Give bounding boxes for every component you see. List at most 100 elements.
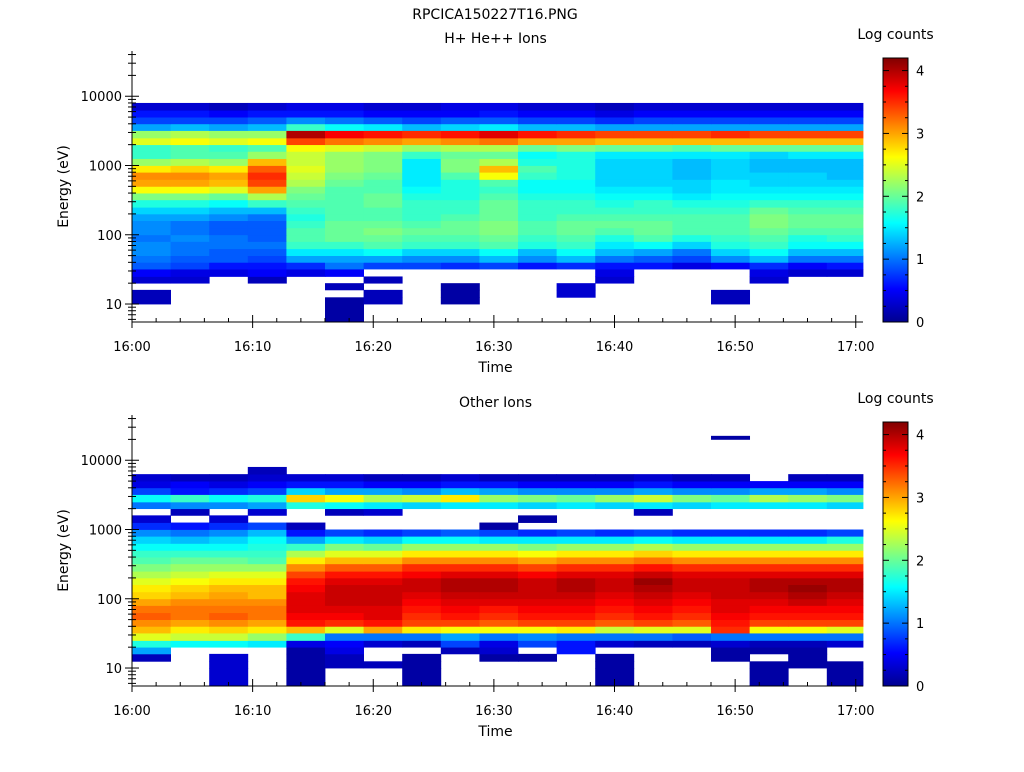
- heatmap-cell: [826, 494, 864, 503]
- heatmap-cell: [286, 633, 326, 641]
- heatmap-cell: [633, 612, 673, 621]
- heatmap-cell: [209, 550, 249, 558]
- heatmap-cell: [325, 487, 364, 495]
- heatmap-cell: [711, 619, 751, 627]
- heatmap-cell: [363, 117, 403, 125]
- heatmap-cell: [749, 269, 789, 277]
- heatmap-cell: [132, 522, 171, 530]
- heatmap-cell: [672, 563, 712, 572]
- heatmap-cell: [672, 213, 712, 222]
- heatmap-cell: [556, 158, 596, 166]
- heatmap-cell: [788, 598, 828, 606]
- heatmap-cell: [209, 619, 249, 627]
- heatmap-cell: [440, 563, 480, 572]
- heatmap-cell: [170, 529, 210, 537]
- heatmap-cell: [402, 165, 442, 173]
- heatmap-cell: [788, 653, 828, 662]
- heatmap-cell: [286, 179, 326, 187]
- heatmap-cell: [209, 640, 249, 648]
- heatmap-cell: [595, 262, 635, 270]
- heatmap-cell: [170, 199, 210, 208]
- heatmap-cell: [826, 591, 864, 600]
- heatmap-cell: [826, 234, 864, 242]
- heatmap-cell: [826, 102, 864, 111]
- heatmap-cell: [711, 102, 751, 111]
- heatmap-cell: [286, 248, 326, 257]
- heatmap-cell: [556, 199, 596, 208]
- heatmap-cell: [479, 543, 519, 551]
- heatmap-cell: [749, 481, 789, 489]
- heatmap-cell: [672, 536, 712, 544]
- heatmap-cell: [402, 584, 442, 593]
- heatmap-cell: [595, 474, 635, 482]
- heatmap-cell: [402, 619, 442, 627]
- heatmap-cell: [479, 255, 519, 263]
- heatmap-cell: [556, 144, 596, 152]
- heatmap-cell: [556, 640, 596, 648]
- heatmap-cell: [132, 276, 171, 284]
- heatmap-cell: [479, 179, 519, 187]
- heatmap-cell: [749, 207, 789, 215]
- heatmap-cell: [788, 550, 828, 558]
- heatmap-cell: [672, 619, 712, 627]
- heatmap-cell: [595, 668, 635, 687]
- heatmap-cell: [132, 227, 171, 236]
- heatmap-cell: [209, 213, 249, 222]
- heatmap-cell: [826, 536, 864, 544]
- heatmap-cell: [672, 543, 712, 551]
- heatmap-cell: [788, 494, 828, 503]
- heatmap-cell: [711, 186, 751, 194]
- heatmap-cell: [556, 501, 596, 510]
- heatmap-cell: [595, 110, 635, 118]
- heatmap-cell: [749, 123, 789, 131]
- heatmap-cell: [479, 137, 519, 146]
- heatmap-cell: [132, 501, 171, 510]
- heatmap-cell: [440, 234, 480, 242]
- heatmap-cell: [286, 207, 326, 215]
- heatmap-cell: [711, 158, 751, 166]
- heatmap-cell: [247, 501, 287, 510]
- heatmap-cell: [132, 598, 171, 606]
- heatmap-cell: [363, 487, 403, 495]
- heatmap-cell: [556, 584, 596, 593]
- heatmap-cell: [325, 172, 364, 180]
- heatmap-cell: [479, 144, 519, 152]
- heatmap-cell: [209, 241, 249, 250]
- heatmap-cell: [556, 289, 596, 298]
- heatmap-cell: [826, 137, 864, 146]
- heatmap-cell: [247, 626, 287, 634]
- heatmap-cell: [402, 144, 442, 152]
- heatmap-cell: [518, 248, 558, 257]
- heatmap-cell: [518, 543, 558, 551]
- heatmap-cell: [595, 481, 635, 489]
- heatmap-cell: [556, 234, 596, 242]
- heatmap-cell: [170, 207, 210, 215]
- heatmap-cell: [788, 543, 828, 551]
- heatmap-cell: [286, 605, 326, 614]
- heatmap-cell: [286, 668, 326, 687]
- heatmap-cell: [247, 102, 287, 111]
- heatmap-cell: [556, 193, 596, 201]
- heatmap-cell: [170, 543, 210, 551]
- heatmap-cell: [440, 179, 480, 187]
- colorbar-tick-label: 0: [916, 680, 924, 695]
- heatmap-cell: [518, 110, 558, 118]
- heatmap-cell: [363, 297, 403, 305]
- heatmap-cell: [711, 262, 751, 270]
- heatmap-cell: [788, 661, 828, 669]
- heatmap-cell: [788, 220, 828, 229]
- heatmap-cell: [711, 626, 751, 634]
- heatmap-cell: [170, 117, 210, 125]
- heatmap-cell: [402, 550, 442, 558]
- heatmap-cell: [479, 248, 519, 257]
- heatmap-cell: [363, 633, 403, 641]
- heatmap-cell: [595, 207, 635, 215]
- heatmap-cell: [286, 186, 326, 194]
- colorbar-tick-label: 0: [916, 316, 924, 331]
- heatmap-cell: [633, 536, 673, 544]
- heatmap-cell: [633, 186, 673, 194]
- heatmap-cell: [672, 130, 712, 139]
- heatmap-cell: [826, 584, 864, 593]
- heatmap-cell: [826, 172, 864, 180]
